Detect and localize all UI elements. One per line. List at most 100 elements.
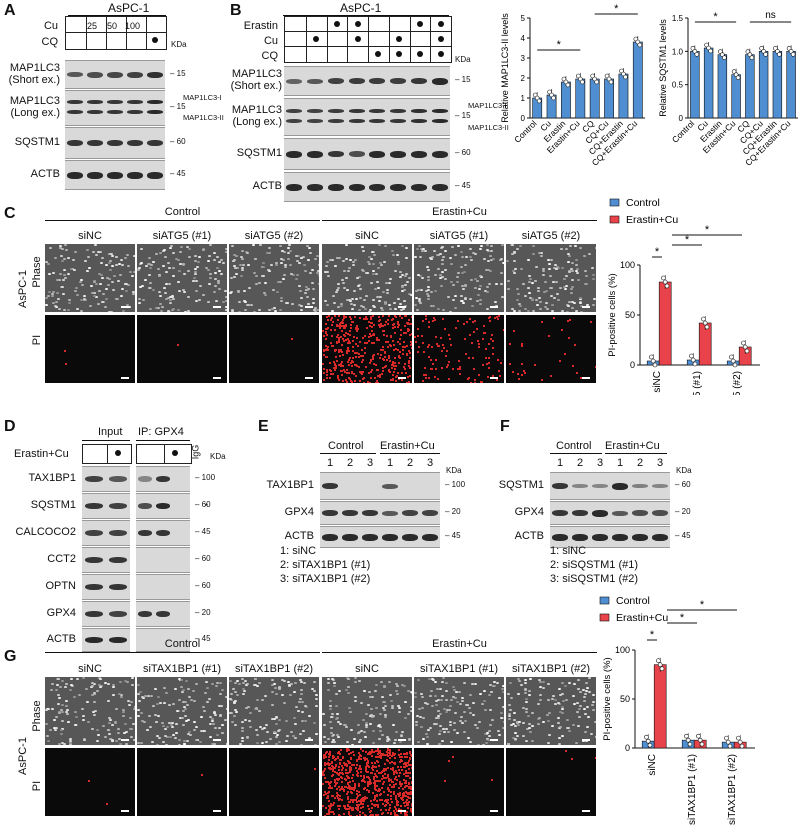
treatment-dot — [313, 36, 320, 42]
blot-band — [156, 503, 170, 509]
blot-band — [369, 150, 386, 158]
panel-a-letter: A — [4, 2, 16, 19]
y-tick-label: 100 — [620, 260, 635, 270]
panel-b-blot-label-3: ACTB — [252, 180, 282, 192]
scale-bar — [582, 306, 590, 308]
panel-a-blot-2 — [65, 127, 165, 159]
panel-a-row-label-cu: Cu — [43, 20, 58, 32]
blot-band — [327, 151, 344, 157]
panel-d-input-blot-4 — [82, 574, 130, 600]
blot-band — [327, 78, 344, 84]
blot-band — [422, 533, 438, 541]
y-tick-label: 50 — [625, 310, 635, 320]
bar — [758, 51, 769, 119]
panel-c-group-control: Control — [164, 206, 201, 218]
panel-a-blot-label-2: SQSTM1 — [14, 136, 60, 148]
y-axis-label: Relative MAP1LC3-II levels — [500, 13, 510, 123]
panel-d-ip-dot — [172, 450, 178, 456]
panel-f-letter: F — [500, 418, 510, 435]
blot-band — [632, 484, 648, 488]
blot-band — [307, 150, 323, 158]
blot-band — [369, 119, 386, 124]
panel-g-cond-sitax1bp1-1: siTAX1BP1 (#1) — [142, 663, 222, 675]
panel-f-group-erastin-rule — [605, 453, 667, 454]
blot-band — [402, 533, 418, 541]
legend-label-erastin: Erastin+Cu — [616, 612, 668, 624]
data-point — [580, 79, 585, 85]
data-point — [662, 279, 668, 285]
blot-band — [410, 78, 427, 84]
panel-b-blot-label-1: MAP1LC3 (Long ex.) — [231, 104, 282, 128]
blot-band — [327, 119, 344, 124]
panel-e-letter: E — [258, 418, 269, 435]
scale-bar — [398, 306, 406, 308]
blot-band — [109, 476, 127, 482]
scale-bar — [582, 377, 590, 379]
category-label: siNC — [647, 754, 658, 776]
phase-contrast-image — [229, 677, 319, 745]
panel-f-lane-5: 3 — [656, 457, 664, 469]
blot-band — [85, 584, 103, 590]
bar — [690, 51, 700, 119]
blot-band — [307, 78, 323, 84]
panel-d-input-rule — [82, 440, 130, 441]
panel-c-group-erastin-rule — [322, 220, 597, 221]
blot-band — [348, 78, 365, 84]
blot-band — [107, 140, 123, 146]
legend-swatch-erastin — [609, 215, 620, 224]
significance-label: * — [557, 39, 562, 51]
blot-band — [107, 99, 123, 104]
panel-e-group-control-rule — [320, 453, 376, 454]
data-point — [565, 82, 571, 88]
panel-e-lane-5: 3 — [426, 457, 434, 469]
panel-e-group-erastin: Erastin+Cu — [380, 440, 435, 452]
bar — [703, 47, 714, 119]
panel-f-group-control: Control — [556, 440, 592, 452]
panel-b-mw-1: – 15 — [455, 111, 471, 120]
panel-e-lane-4: 2 — [406, 457, 414, 469]
blot-band — [67, 171, 83, 179]
panel-a-blot-label-3: ACTB — [30, 168, 60, 180]
data-point — [608, 79, 614, 85]
treatment-dot — [396, 36, 403, 42]
blot-band — [369, 108, 386, 113]
panel-b-row-label-cu: Cu — [263, 35, 278, 47]
blot-band — [127, 171, 143, 179]
panel-c-cond-siatg5-2: siATG5 (#2) — [244, 230, 304, 242]
bar — [786, 51, 796, 119]
blot-band — [632, 533, 648, 541]
panel-g-group-erastin: Erastin+Cu — [432, 638, 487, 650]
panel-f-lane-0: 1 — [556, 457, 564, 469]
pi-fluorescence-image — [322, 315, 412, 383]
panel-a-blot-3 — [65, 160, 165, 190]
category-label: siATG5 (#1) — [692, 371, 703, 395]
blot-band — [592, 509, 608, 517]
phase-contrast-image — [506, 677, 596, 745]
data-point — [664, 283, 670, 289]
bar-erastin-cu — [658, 281, 672, 366]
panel-a-form-ii: MAP1LC3-II — [183, 113, 224, 122]
panel-d-mw-3: – 60 — [195, 554, 211, 563]
data-point — [725, 739, 731, 745]
blot-band — [422, 510, 438, 516]
significance-label: * — [614, 3, 619, 15]
panel-d-treatment: Erastin+Cu — [14, 448, 69, 460]
panel-g-letter: G — [4, 648, 17, 665]
data-point — [741, 340, 746, 346]
scale-bar — [121, 810, 129, 812]
legend-label-control: Control — [626, 197, 660, 209]
panel-f-lane-2: 3 — [596, 457, 604, 469]
data-point — [739, 743, 745, 749]
scale-bar — [213, 810, 221, 812]
blot-band — [127, 110, 143, 115]
data-point — [659, 666, 665, 671]
blot-band — [612, 510, 628, 516]
blot-band — [572, 510, 588, 516]
panel-g-cond-sitax1bp1-2-e: siTAX1BP1 (#2) — [511, 663, 591, 675]
y-tick-label: 4 — [521, 34, 526, 43]
y-tick-label: 0 — [625, 743, 630, 753]
pi-fluorescence-image — [45, 748, 135, 816]
panel-b-letter: B — [230, 2, 242, 19]
panel-d-input-blot-1 — [82, 493, 130, 519]
blot-band — [382, 483, 398, 489]
